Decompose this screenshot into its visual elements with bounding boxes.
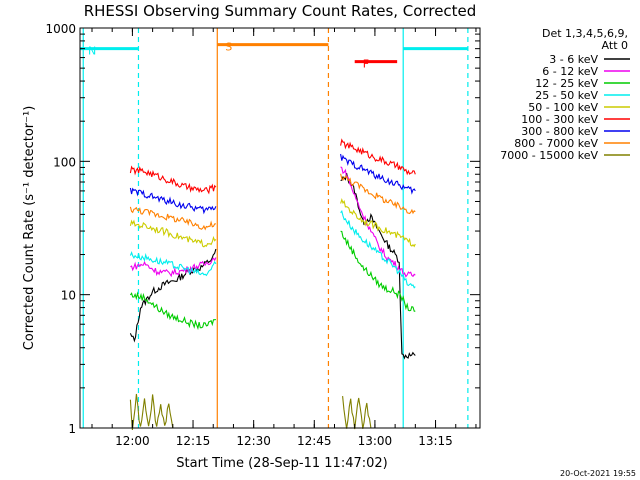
legend-entry-label: 25 - 50 keV [535,89,598,102]
series-line [340,197,416,248]
annotation-label: N [88,45,96,58]
annotation-label: F [363,58,369,71]
legend-entry-label: 100 - 300 keV [521,113,598,126]
series-line [130,257,217,278]
series-line [129,393,174,430]
plot-frame [79,27,481,429]
series-line [129,206,216,231]
series-line [129,291,216,331]
x-tick-label: 12:45 [297,434,332,448]
legend-entry-label: 800 - 7000 keV [514,137,598,150]
y-tick-label: 1 [68,422,76,436]
legend-entry-label: 50 - 100 keV [528,101,598,114]
x-tick-label: 12:00 [115,434,150,448]
series-line [340,173,416,215]
series-line [129,219,217,248]
y-tick-label: 10 [61,289,76,303]
series-line [129,248,217,343]
legend-title: Att 0 [602,39,628,52]
axes: 1 10 100 1000 12:00 12:15 12:30 12:45 13:00 13:15 [45,22,481,448]
x-axis-label: Start Time (28-Sep-11 11:47:02) [176,456,387,471]
chart-title: RHESSI Observing Summary Count Rates, Co… [84,2,477,20]
y-tick-label: 100 [53,155,76,169]
series-line [340,230,416,312]
legend-entry-label: 6 - 12 keV [542,65,598,78]
series-line [129,165,217,195]
series-line [340,209,416,289]
legend-entry-label: 12 - 25 keV [535,77,598,90]
plot-area: N S F [80,28,480,430]
series-line [129,251,217,277]
x-tick-label: 13:00 [358,434,393,448]
series-line [340,153,416,195]
legend-entry-label: 7000 - 15000 keV [500,149,598,162]
legend-entry-label: 3 - 6 keV [549,53,598,66]
y-tick-label: 1000 [45,22,76,36]
series-line [129,187,217,215]
series-line [340,166,416,278]
annotation-label: S [225,41,232,54]
legend-entry-label: 300 - 800 keV [521,125,598,138]
footer-timestamp: 20-Oct-2021 19:55 [560,469,636,478]
x-tick-label: 12:15 [176,434,211,448]
series-line [340,138,416,176]
x-tick-label: 12:30 [236,434,271,448]
y-axis-label: Corrected Count Rate (s⁻¹ detector⁻¹) [22,106,37,351]
legend-title: Det 1,3,4,5,6,9, [542,27,628,40]
x-tick-label: 13:15 [418,434,453,448]
series-line [342,396,372,430]
